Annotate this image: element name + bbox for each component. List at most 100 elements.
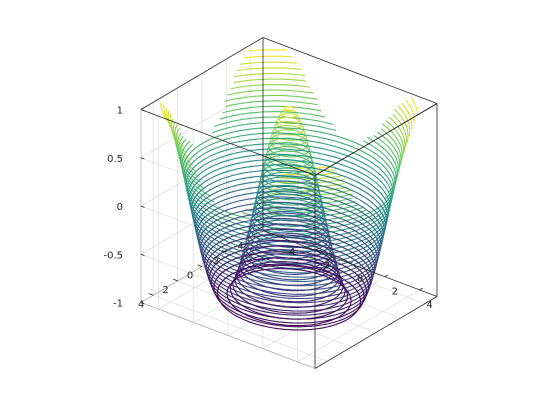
contour-line xyxy=(232,261,346,314)
contour-line xyxy=(265,146,313,169)
axis-box-edge xyxy=(262,37,438,104)
contour-line-outer xyxy=(233,78,306,84)
x-tick-label: 2 xyxy=(392,287,398,298)
axes-box xyxy=(140,37,438,369)
x-tick xyxy=(349,261,354,264)
z-tick-label: 0.5 xyxy=(107,154,123,165)
contour-line-outer xyxy=(236,67,302,72)
contour-line-outer xyxy=(281,172,338,176)
contour-line-outer xyxy=(240,61,297,65)
contour-line-outer xyxy=(227,89,314,96)
contour-line-outer xyxy=(385,120,405,161)
z-tick xyxy=(140,253,145,256)
contour-line xyxy=(275,116,303,130)
contour-line-outer xyxy=(256,200,356,209)
contour-line-outer xyxy=(201,217,377,300)
grid-line-y-floor xyxy=(177,280,352,348)
contour-line xyxy=(237,249,341,297)
grid-line-y-floor xyxy=(153,294,328,362)
x-tick xyxy=(280,234,284,238)
contour-line xyxy=(266,141,312,163)
contour-line-outer xyxy=(210,251,368,324)
contour-line xyxy=(234,257,344,308)
contour-line xyxy=(273,120,305,136)
contour-line-outer xyxy=(216,263,362,331)
y-tick-label: 4 xyxy=(138,299,144,310)
contour-line xyxy=(242,236,336,281)
x-tick-label: -2 xyxy=(320,260,330,271)
contour-line xyxy=(283,106,295,112)
contour-line-outer xyxy=(195,191,383,278)
grid-line-z-back xyxy=(140,205,316,273)
contour-line-outer xyxy=(159,102,168,122)
z-tick xyxy=(140,157,145,160)
contour-line-outer xyxy=(213,257,365,328)
contour-line-outer xyxy=(405,99,415,123)
y-tick xyxy=(221,250,227,253)
contour-line-outer xyxy=(222,105,322,114)
y-tick xyxy=(197,264,203,267)
contour-line-outer xyxy=(272,178,345,184)
contour-line-outer xyxy=(230,84,310,90)
contour-line-outer xyxy=(247,49,287,52)
contour-line xyxy=(253,193,325,227)
z-tick-label: 1 xyxy=(117,106,123,117)
x-tick-label: -4 xyxy=(285,247,295,258)
y-tick xyxy=(173,278,178,282)
z-tick xyxy=(140,205,145,208)
contour-lines xyxy=(159,49,419,331)
contour-line xyxy=(243,232,335,275)
axis-box-back-edge xyxy=(140,302,316,369)
y-tick-label: 0 xyxy=(187,271,193,282)
y-tick xyxy=(246,235,251,239)
z-tick-label: -1 xyxy=(113,299,123,310)
contour-line-outer xyxy=(388,116,406,155)
z-tick-label: -0.5 xyxy=(103,250,123,261)
grid-line-y-floor xyxy=(201,266,377,333)
x-tick xyxy=(419,287,423,291)
contour-line-outer xyxy=(211,121,337,134)
y-tick xyxy=(148,293,154,296)
axis-box-edge xyxy=(140,37,264,110)
axis-box-edge xyxy=(140,109,316,176)
contour-line-outer xyxy=(219,111,326,120)
axis-box-edge xyxy=(314,103,438,176)
contour-line-outer xyxy=(401,102,413,130)
x-tick-label: 4 xyxy=(426,300,432,311)
contour-line xyxy=(268,137,310,158)
contour-line-outer xyxy=(190,169,388,261)
contour-line xyxy=(229,264,349,320)
z-tick xyxy=(140,302,145,305)
axis-ticks xyxy=(140,109,423,305)
y-tick-label: 2 xyxy=(162,285,168,296)
y-tick-label: -2 xyxy=(209,256,219,267)
axis-tick-labels: -4 -2 0 2 4 -4 -2 0 2 4 -1 -0.5 0 0.5 1 xyxy=(103,106,432,311)
z-tick-label: 0 xyxy=(117,202,123,213)
contour-line-outer xyxy=(200,212,378,295)
z-tick xyxy=(140,109,145,112)
contour-line-outer xyxy=(196,196,382,283)
contour-line-outer xyxy=(202,223,376,304)
contour-line-outer xyxy=(194,185,384,274)
x-tick-label: 0 xyxy=(357,274,363,285)
x-tick xyxy=(384,274,389,278)
contour-line-outer xyxy=(392,113,407,148)
contour-line xyxy=(226,268,352,327)
contour-line-outer xyxy=(205,234,373,312)
contour-line xyxy=(277,113,301,125)
contour-line-outer xyxy=(410,96,419,116)
contour-line-outer xyxy=(214,116,333,128)
axis-box-edge xyxy=(314,296,438,369)
contour-line-outer xyxy=(224,94,319,102)
contour-line-outer xyxy=(198,207,380,291)
x-tick xyxy=(314,248,319,251)
contour-line xyxy=(252,197,326,233)
contour-line-outer xyxy=(225,100,318,108)
contour-line-outer xyxy=(207,239,371,316)
y-tick-label: -4 xyxy=(234,242,244,253)
contour-line xyxy=(260,163,318,190)
contour-line-outer xyxy=(189,164,389,257)
contour-line-outer xyxy=(233,72,306,78)
contour-line-outer xyxy=(243,55,292,59)
